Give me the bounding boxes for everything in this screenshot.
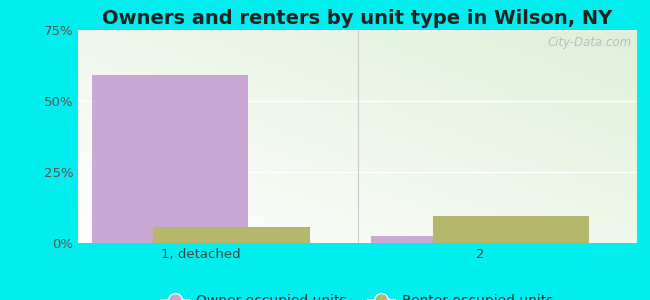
Legend: Owner occupied units, Renter occupied units: Owner occupied units, Renter occupied un… bbox=[156, 288, 559, 300]
Bar bbox=[433, 216, 590, 243]
Text: Owners and renters by unit type in Wilson, NY: Owners and renters by unit type in Wilso… bbox=[103, 9, 612, 28]
Bar bbox=[92, 75, 248, 243]
Text: City-Data.com: City-Data.com bbox=[547, 36, 631, 50]
Bar bbox=[371, 236, 528, 243]
Bar bbox=[153, 227, 310, 243]
